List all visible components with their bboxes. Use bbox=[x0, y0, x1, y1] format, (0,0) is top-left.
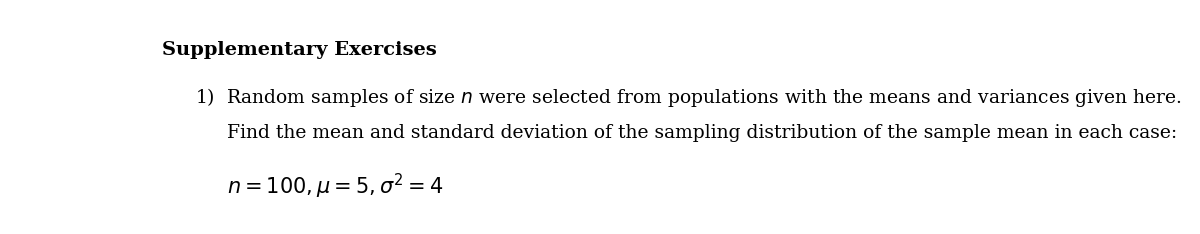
Text: $n = 100, \mu = 5, \sigma^2 = 4$: $n = 100, \mu = 5, \sigma^2 = 4$ bbox=[227, 172, 443, 201]
Text: Supplementary Exercises: Supplementary Exercises bbox=[162, 41, 437, 59]
Text: 1)  Random samples of size $n$ were selected from populations with the means and: 1) Random samples of size $n$ were selec… bbox=[194, 86, 1182, 109]
Text: Find the mean and standard deviation of the sampling distribution of the sample : Find the mean and standard deviation of … bbox=[227, 124, 1177, 142]
